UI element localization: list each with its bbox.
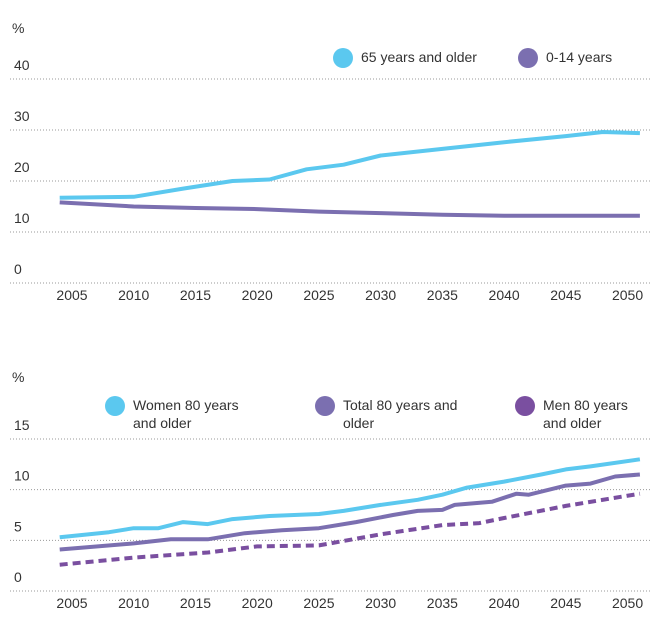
x-tick-label: 2005 xyxy=(56,287,87,303)
y-tick-label: 5 xyxy=(14,518,22,534)
x-tick-label: 2045 xyxy=(550,595,581,611)
series-line xyxy=(59,491,641,567)
x-tick-label: 2020 xyxy=(242,595,273,611)
series-line xyxy=(59,130,640,200)
x-tick-label: 2040 xyxy=(489,595,520,611)
x-tick-label: 2010 xyxy=(118,287,149,303)
x-tick-label: 2030 xyxy=(365,287,396,303)
x-tick-label: 2030 xyxy=(365,595,396,611)
legend-swatch xyxy=(518,48,538,68)
x-tick-label: 2045 xyxy=(550,287,581,303)
y-tick-label: 10 xyxy=(14,468,30,484)
legend-item: Men 80 years and older xyxy=(515,396,655,432)
legend-label: Total 80 years and older xyxy=(343,397,458,431)
y-axis-label: % xyxy=(12,20,24,36)
y-tick-label: 20 xyxy=(14,159,30,175)
legend-item: 0-14 years xyxy=(518,48,658,68)
series-line xyxy=(59,200,640,218)
y-tick-label: 0 xyxy=(14,569,22,585)
legend-swatch xyxy=(105,396,125,416)
legend-item: Women 80 years and older xyxy=(105,396,255,432)
legend-item: Total 80 years and older xyxy=(315,396,465,432)
x-tick-label: 2040 xyxy=(489,287,520,303)
x-tick-label: 2050 xyxy=(612,287,643,303)
legend-item: 65 years and older xyxy=(333,48,513,68)
y-tick-label: 10 xyxy=(14,210,30,226)
x-tick-label: 2050 xyxy=(612,595,643,611)
legend-label: Men 80 years and older xyxy=(543,397,628,431)
y-tick-label: 30 xyxy=(14,108,30,124)
legend-label: 0-14 years xyxy=(546,49,613,65)
x-tick-label: 2025 xyxy=(303,287,334,303)
y-tick-label: 40 xyxy=(14,57,30,73)
x-tick-label: 2010 xyxy=(118,595,149,611)
x-tick-label: 2035 xyxy=(427,595,458,611)
y-tick-label: 15 xyxy=(14,417,30,433)
x-tick-label: 2035 xyxy=(427,287,458,303)
x-tick-label: 2020 xyxy=(242,287,273,303)
legend-swatch xyxy=(315,396,335,416)
x-tick-label: 2015 xyxy=(180,595,211,611)
legend-swatch xyxy=(515,396,535,416)
legend-label: Women 80 years and older xyxy=(133,397,239,431)
legend-label: 65 years and older xyxy=(361,49,477,65)
x-tick-label: 2015 xyxy=(180,287,211,303)
y-tick-label: 0 xyxy=(14,261,22,277)
legend-swatch xyxy=(333,48,353,68)
series-line xyxy=(59,457,641,540)
x-tick-label: 2005 xyxy=(56,595,87,611)
x-tick-label: 2025 xyxy=(303,595,334,611)
y-axis-label: % xyxy=(12,369,24,385)
series-line xyxy=(59,472,641,552)
